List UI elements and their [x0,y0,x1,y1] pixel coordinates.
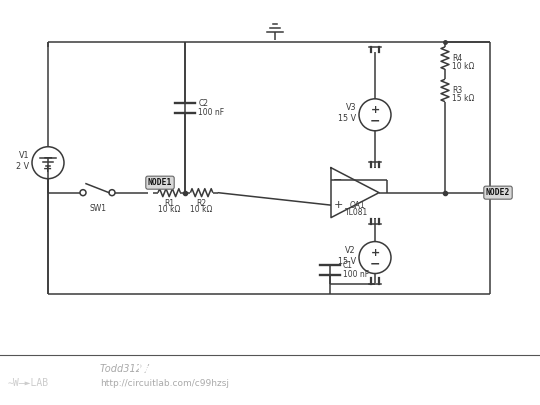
Text: 2 V: 2 V [16,162,29,171]
Text: R4: R4 [452,53,462,63]
Text: SW1: SW1 [89,204,106,213]
Text: V3: V3 [346,103,356,112]
Text: CIRCUIT: CIRCUIT [8,364,55,374]
Text: ∼W—►LAB: ∼W—►LAB [8,378,49,388]
Text: http://circuitlab.com/c99hzsj: http://circuitlab.com/c99hzsj [100,379,229,388]
Text: +: + [370,105,380,115]
Text: −: − [43,151,53,164]
Text: −: − [370,114,380,127]
Text: 10 kΩ: 10 kΩ [452,62,474,70]
Text: 15 V: 15 V [338,257,356,266]
Text: NODE2: NODE2 [486,188,510,197]
Text: +: + [333,200,343,210]
Text: C1: C1 [343,261,353,270]
Text: −: − [370,257,380,270]
Text: +: + [370,247,380,258]
Text: Todd312 /: Todd312 / [100,364,152,374]
Text: 15 kΩ: 15 kΩ [452,94,474,103]
Text: C2: C2 [198,99,208,108]
Text: +: + [43,164,52,174]
Text: R3: R3 [452,86,462,95]
Text: Lab 6 Second Order Lowpass: Lab 6 Second Order Lowpass [138,364,297,374]
Text: 15 V: 15 V [338,114,356,123]
Text: V1: V1 [18,151,29,160]
Text: 100 nF: 100 nF [343,270,369,279]
Text: 100 nF: 100 nF [198,108,225,117]
Text: OA1: OA1 [349,200,365,210]
Text: NODE1: NODE1 [148,178,172,187]
Text: 10 kΩ: 10 kΩ [158,205,180,214]
Text: V2: V2 [346,246,356,255]
Text: TL081: TL081 [346,208,369,217]
Text: 10 kΩ: 10 kΩ [191,205,213,214]
Text: R2: R2 [197,198,207,208]
Text: −: − [333,175,343,185]
Text: R1: R1 [164,198,174,208]
